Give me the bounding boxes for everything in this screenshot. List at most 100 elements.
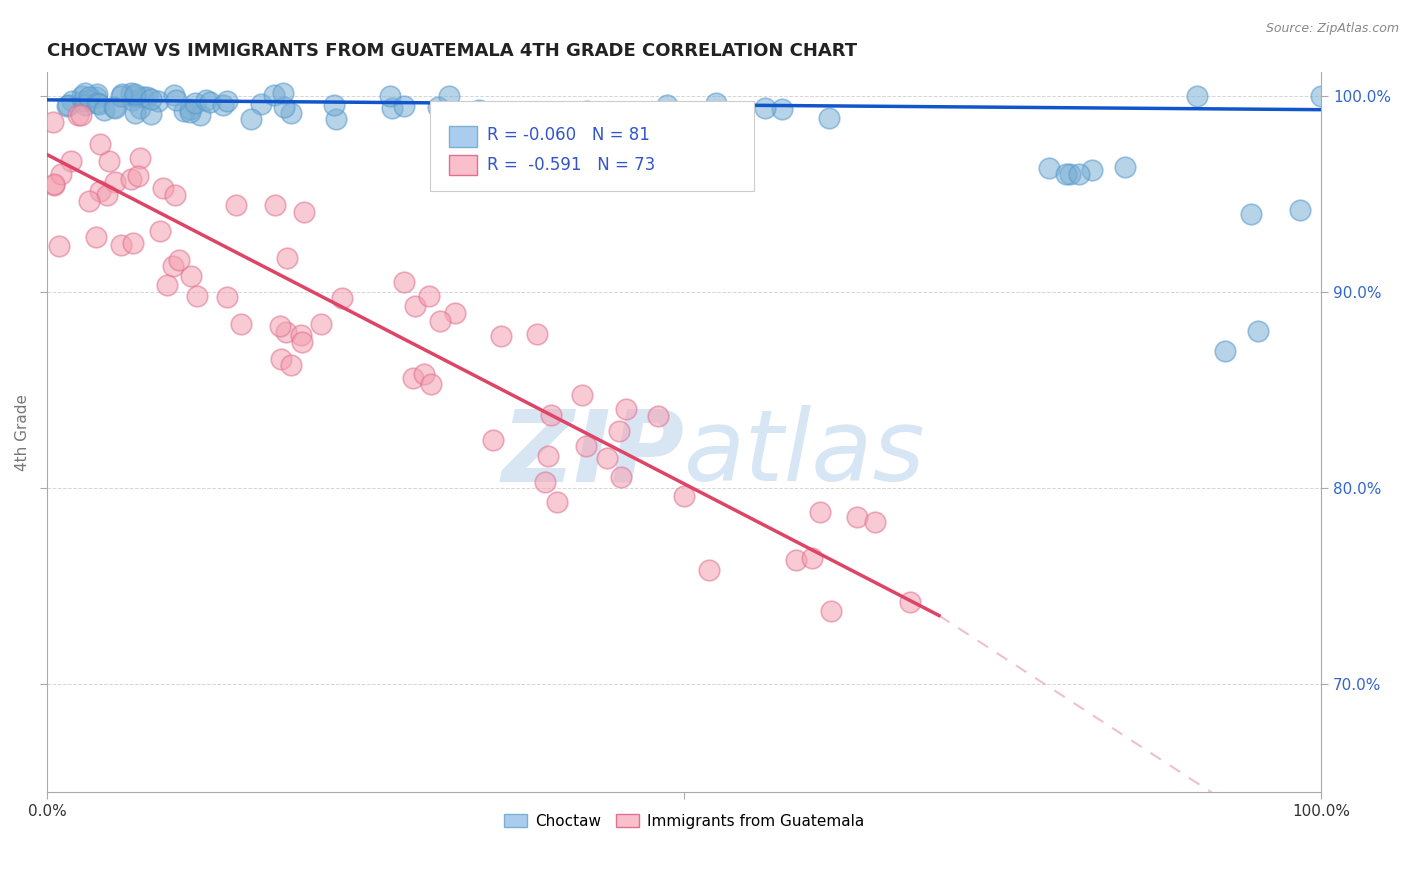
Point [1310, 89, 1333, 103]
Point [163, 88, 186, 103]
Point [444, 306, 467, 320]
Point [225, 198, 247, 212]
Point [120, 172, 142, 186]
Point [73, 86, 96, 100]
Point [540, 409, 562, 423]
Point [104, 175, 127, 189]
Point [404, 299, 426, 313]
Point [1081, 163, 1104, 178]
Point [770, 102, 793, 116]
Point [309, 318, 332, 332]
Point [51, 167, 73, 181]
Point [1240, 206, 1263, 220]
Point [1187, 89, 1209, 103]
Point [402, 370, 425, 384]
Point [644, 118, 666, 132]
Point [269, 318, 291, 333]
Point [1054, 167, 1077, 181]
Point [89, 137, 111, 152]
Point [66, 108, 89, 122]
Point [169, 253, 191, 268]
Point [274, 326, 297, 340]
Point [721, 124, 744, 138]
Point [468, 103, 491, 117]
Point [59, 153, 82, 168]
Point [418, 289, 440, 303]
Point [325, 112, 347, 127]
Bar [449, 127, 477, 146]
Point [156, 278, 179, 293]
Point [609, 470, 631, 484]
Point [1289, 202, 1312, 217]
Point [323, 97, 346, 112]
Point [526, 326, 548, 341]
Point [48, 239, 70, 253]
Point [575, 104, 598, 119]
Point [132, 90, 155, 104]
Point [188, 107, 211, 121]
Point [845, 510, 868, 524]
Point [599, 111, 621, 125]
Point [211, 98, 233, 112]
Point [546, 495, 568, 509]
Y-axis label: 4th Grade: 4th Grade [15, 393, 30, 471]
Point [128, 101, 150, 115]
Point [87, 96, 110, 111]
Point [103, 100, 125, 114]
Point [437, 88, 460, 103]
Point [378, 89, 401, 103]
Point [93, 103, 115, 118]
Point [122, 235, 145, 250]
Point [180, 268, 202, 283]
FancyBboxPatch shape [429, 101, 755, 191]
Point [575, 439, 598, 453]
Point [146, 94, 169, 108]
Point [280, 105, 302, 120]
Point [381, 101, 404, 115]
Point [124, 88, 146, 103]
Point [84, 230, 107, 244]
Point [290, 328, 312, 343]
Point [898, 595, 921, 609]
Point [1038, 161, 1060, 176]
Point [647, 409, 669, 424]
Text: Source: ZipAtlas.com: Source: ZipAtlas.com [1265, 22, 1399, 36]
Point [808, 505, 831, 519]
Point [56, 98, 79, 112]
Point [429, 314, 451, 328]
Point [77, 90, 100, 104]
Point [412, 367, 434, 381]
Point [609, 424, 631, 438]
Point [420, 377, 443, 392]
Point [104, 101, 127, 115]
Point [60, 94, 83, 108]
Point [111, 87, 134, 102]
Point [1059, 167, 1081, 181]
Point [152, 181, 174, 195]
Point [139, 92, 162, 106]
Point [240, 112, 263, 126]
Point [215, 94, 238, 108]
Legend: Choctaw, Immigrants from Guatemala: Choctaw, Immigrants from Guatemala [498, 807, 870, 835]
Point [56, 98, 79, 112]
Point [42, 115, 65, 129]
Point [86, 87, 108, 101]
Point [571, 387, 593, 401]
Point [184, 96, 207, 111]
Point [392, 99, 415, 113]
Point [127, 169, 149, 183]
Point [186, 289, 208, 303]
Point [263, 87, 285, 102]
Point [121, 93, 143, 107]
Point [72, 94, 94, 108]
Point [110, 238, 132, 252]
Point [128, 151, 150, 165]
Point [426, 100, 449, 114]
Point [554, 104, 576, 119]
Point [489, 328, 512, 343]
Point [280, 358, 302, 372]
Point [1246, 324, 1268, 338]
Point [697, 563, 720, 577]
Point [800, 551, 823, 566]
Point [510, 115, 533, 129]
